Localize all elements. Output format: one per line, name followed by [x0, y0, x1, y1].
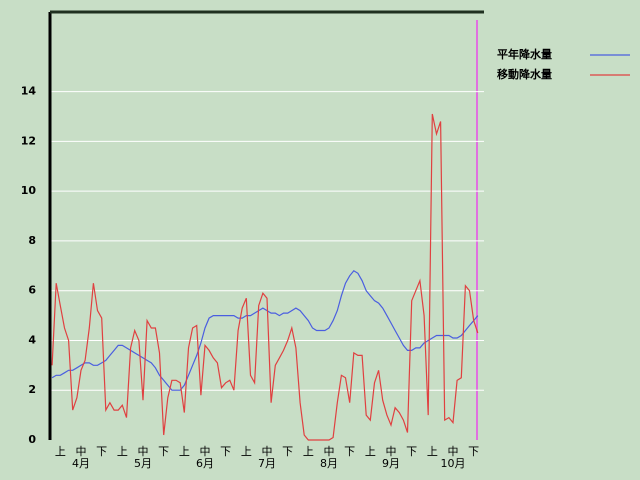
x-tick-label: 下: [158, 445, 169, 458]
x-tick-label: 下: [220, 445, 231, 458]
month-label: 7月: [258, 457, 276, 470]
x-tick-label: 下: [468, 445, 479, 458]
x-tick-label: 上: [241, 445, 252, 458]
y-tick-label: 14: [21, 85, 37, 98]
y-tick-label: 4: [28, 333, 36, 346]
x-tick-label: 上: [179, 445, 190, 458]
x-tick-label: 下: [282, 445, 293, 458]
x-tick-label: 上: [117, 445, 128, 458]
x-tick-label: 上: [365, 445, 376, 458]
month-label: 10月: [441, 457, 466, 470]
y-tick-label: 0: [28, 433, 36, 446]
month-label: 6月: [196, 457, 214, 470]
y-tick-label: 8: [28, 234, 36, 247]
month-label: 5月: [134, 457, 152, 470]
x-tick-label: 中: [262, 445, 273, 458]
x-tick-label: 中: [200, 445, 211, 458]
y-tick-label: 12: [21, 134, 36, 147]
x-tick-label: 上: [303, 445, 314, 458]
month-label: 9月: [382, 457, 400, 470]
x-tick-label: 下: [406, 445, 417, 458]
x-tick-label: 中: [386, 445, 397, 458]
x-tick-label: 中: [76, 445, 87, 458]
month-label: 4月: [72, 457, 90, 470]
legend-label: 移動降水量: [497, 67, 552, 81]
x-tick-label: 中: [448, 445, 459, 458]
y-tick-label: 2: [28, 383, 36, 396]
x-tick-label: 下: [96, 445, 107, 458]
x-tick-label: 上: [427, 445, 438, 458]
y-tick-label: 6: [28, 284, 36, 297]
x-tick-label: 中: [138, 445, 149, 458]
legend-label: 平年降水量: [497, 47, 552, 61]
x-tick-label: 下: [344, 445, 355, 458]
x-tick-label: 中: [324, 445, 335, 458]
x-tick-label: 上: [55, 445, 66, 458]
y-tick-label: 10: [21, 184, 37, 197]
series-line: [51, 113, 479, 441]
month-label: 8月: [320, 457, 338, 470]
series-line: [51, 270, 479, 391]
